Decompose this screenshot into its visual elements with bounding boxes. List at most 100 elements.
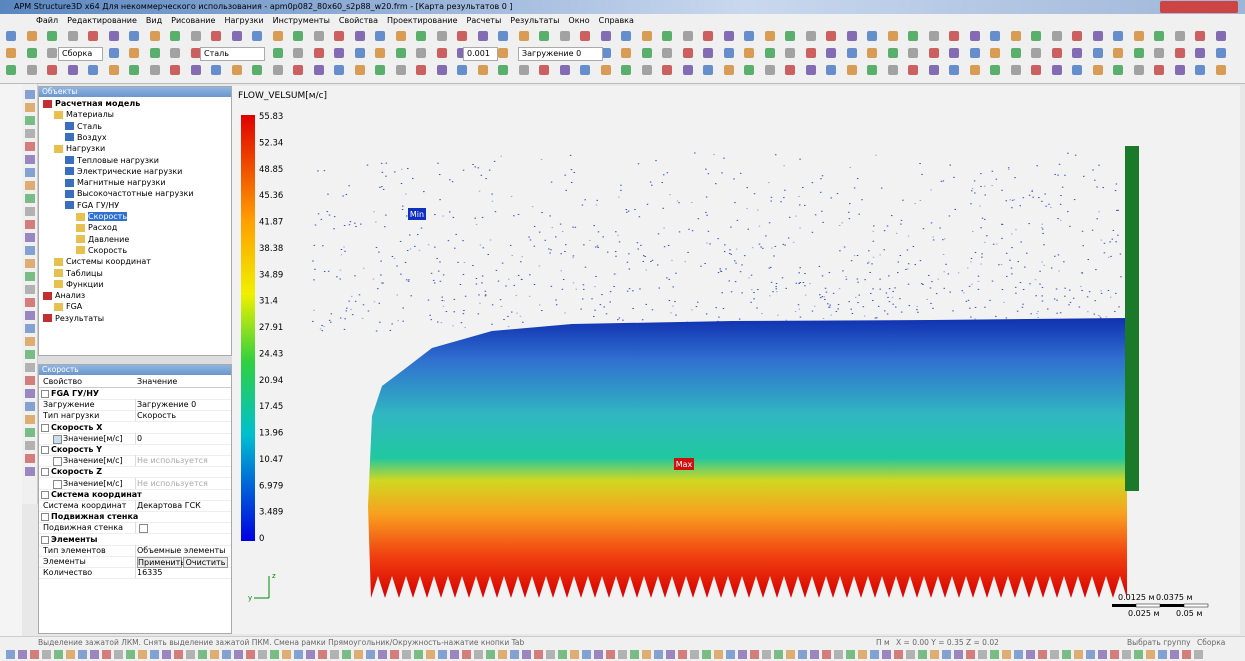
tree-item[interactable]: Расход: [76, 223, 117, 233]
tool-button[interactable]: [990, 65, 1000, 75]
tool-button[interactable]: [750, 650, 759, 659]
combo-box[interactable]: Загружение 0: [518, 47, 603, 61]
tool-button[interactable]: [990, 650, 999, 659]
combo-box[interactable]: Сборка: [58, 47, 103, 61]
tool-button[interactable]: [498, 31, 508, 41]
tool-button[interactable]: [1074, 650, 1083, 659]
tool-button[interactable]: [642, 650, 651, 659]
tree-item[interactable]: Результаты: [43, 314, 104, 324]
tool-button[interactable]: [252, 65, 262, 75]
tool-button[interactable]: [826, 65, 836, 75]
property-row[interactable]: Тип нагрузки Скорость: [39, 410, 231, 423]
tool-button[interactable]: [462, 650, 471, 659]
tool-button[interactable]: [450, 650, 459, 659]
tool-button[interactable]: [416, 31, 426, 41]
tool-button[interactable]: [366, 650, 375, 659]
tool-button[interactable]: [211, 31, 221, 41]
tool-button[interactable]: [621, 65, 631, 75]
tool-button[interactable]: [744, 48, 754, 58]
tool-button[interactable]: [723, 48, 734, 58]
tree-item[interactable]: Давление: [76, 235, 129, 245]
tool-button[interactable]: [1182, 650, 1191, 659]
menu-item[interactable]: Проектирование: [386, 16, 458, 25]
tool-button[interactable]: [882, 650, 891, 659]
tool-button[interactable]: [1113, 48, 1123, 58]
tool-button[interactable]: [354, 31, 365, 41]
tool-button[interactable]: [88, 65, 98, 75]
tool-button[interactable]: [887, 65, 898, 75]
tool-button[interactable]: [25, 181, 35, 190]
combo-box[interactable]: Сталь: [200, 47, 265, 61]
tool-button[interactable]: [918, 650, 927, 659]
tool-button[interactable]: [436, 65, 447, 75]
tool-button[interactable]: [258, 650, 267, 659]
tool-button[interactable]: [108, 31, 119, 41]
tree-item[interactable]: Сталь: [65, 122, 102, 132]
tree-item[interactable]: Магнитные нагрузки: [65, 178, 166, 188]
tool-button[interactable]: [102, 650, 111, 659]
tool-button[interactable]: [1215, 65, 1226, 75]
tool-button[interactable]: [375, 48, 385, 58]
tool-button[interactable]: [1113, 65, 1123, 75]
property-row[interactable]: Подвижная стенка: [39, 522, 231, 535]
tool-button[interactable]: [25, 298, 35, 307]
tool-button[interactable]: [894, 650, 903, 659]
tool-button[interactable]: [438, 650, 447, 659]
property-row[interactable]: Значение[м/с] Не используется: [39, 455, 231, 468]
tool-button[interactable]: [744, 31, 754, 41]
tool-button[interactable]: [510, 650, 519, 659]
tool-button[interactable]: [1134, 650, 1143, 659]
tool-button[interactable]: [906, 650, 915, 659]
tool-button[interactable]: [1174, 65, 1185, 75]
tool-button[interactable]: [390, 650, 399, 659]
tool-button[interactable]: [138, 650, 147, 659]
tool-button[interactable]: [25, 90, 35, 99]
tool-button[interactable]: [870, 650, 879, 659]
tool-button[interactable]: [66, 650, 75, 659]
tool-button[interactable]: [928, 31, 939, 41]
tool-button[interactable]: [785, 48, 795, 58]
tool-button[interactable]: [272, 48, 283, 58]
tool-button[interactable]: [252, 31, 262, 41]
tool-button[interactable]: [474, 650, 483, 659]
tool-button[interactable]: [126, 650, 135, 659]
tree-item[interactable]: Нагрузки: [54, 144, 105, 154]
tool-button[interactable]: [25, 259, 35, 268]
tool-button[interactable]: [25, 350, 35, 359]
tool-button[interactable]: [928, 48, 939, 58]
tool-button[interactable]: [498, 48, 508, 58]
tool-button[interactable]: [1092, 65, 1103, 75]
menu-item[interactable]: Свойства: [338, 16, 378, 25]
tool-button[interactable]: [149, 48, 160, 58]
tool-button[interactable]: [1051, 31, 1062, 41]
tool-button[interactable]: [1051, 65, 1062, 75]
tool-button[interactable]: [908, 65, 918, 75]
tool-button[interactable]: [1170, 650, 1179, 659]
tool-button[interactable]: [726, 650, 735, 659]
tool-button[interactable]: [174, 650, 183, 659]
tool-button[interactable]: [846, 65, 857, 75]
property-row[interactable]: Тип элементов Объемные элементы: [39, 544, 231, 557]
tool-button[interactable]: [559, 31, 570, 41]
tool-button[interactable]: [942, 650, 951, 659]
tool-button[interactable]: [330, 650, 339, 659]
tool-button[interactable]: [678, 650, 687, 659]
tool-button[interactable]: [25, 454, 35, 463]
tool-button[interactable]: [662, 31, 672, 41]
tool-button[interactable]: [108, 48, 119, 58]
tool-button[interactable]: [518, 31, 529, 41]
tool-button[interactable]: [1195, 48, 1205, 58]
tree-item[interactable]: Скорость: [76, 246, 127, 256]
tool-button[interactable]: [47, 65, 57, 75]
tool-button[interactable]: [1146, 650, 1155, 659]
tool-button[interactable]: [25, 337, 35, 346]
tool-button[interactable]: [416, 65, 426, 75]
tree-item[interactable]: Тепловые нагрузки: [65, 156, 159, 166]
tool-button[interactable]: [25, 311, 35, 320]
tool-button[interactable]: [150, 650, 159, 659]
tool-button[interactable]: [25, 272, 35, 281]
tool-button[interactable]: [26, 31, 37, 41]
tool-button[interactable]: [30, 650, 39, 659]
tool-button[interactable]: [618, 650, 627, 659]
tool-button[interactable]: [25, 285, 35, 294]
